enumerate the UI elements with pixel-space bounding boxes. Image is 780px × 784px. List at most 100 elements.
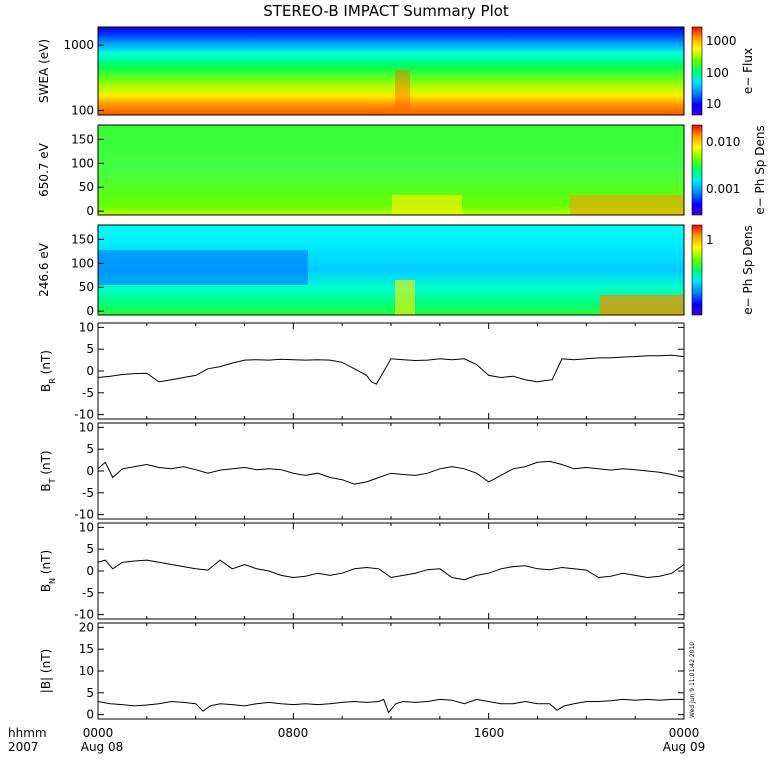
y-tick-label: 50 (79, 280, 94, 294)
y-tick-label: 0 (86, 304, 94, 318)
pad-246-ylabel: 246.6 eV (37, 242, 51, 297)
bmag-frame (97, 622, 685, 720)
swea-ylabel: SWEA (eV) (37, 39, 51, 103)
br-panel: 10 5 0 -5 -10 BR (nT) (39, 320, 685, 422)
bt-series-line (97, 460, 685, 485)
y-tick-label: 15 (79, 642, 94, 656)
pad-246-panel: 150 100 50 0 246.6 eV 1 e− Ph Sp Dens (37, 224, 755, 318)
y-tick-label: -5 (82, 586, 94, 600)
bmag-ylabel: |B| (nT) (39, 649, 53, 693)
swea-cbar-tick: 1000 (706, 34, 737, 48)
pad-650-ylabel: 650.7 eV (37, 142, 51, 197)
generation-stamp: Wed Jun 9 11:01:42 2010 (689, 642, 696, 718)
y-tick-label: 100 (71, 103, 94, 117)
br-frame (97, 322, 685, 420)
bmag-panel: 20 15 10 5 0 |B| (nT) (39, 620, 685, 722)
y-tick-label: 10 (79, 420, 94, 434)
swea-colorbar-label: e− Flux (741, 48, 755, 94)
y-tick-label: 0 (86, 464, 94, 478)
pad-650-colorbar (691, 124, 703, 216)
swea-panel: 1000 100 SWEA (eV) 1000 100 10 e− Flux (37, 26, 755, 117)
y-tick-label: 5 (86, 686, 94, 700)
y-tick-label: 0 (86, 564, 94, 578)
y-tick-label: 5 (86, 442, 94, 456)
bn-frame (97, 522, 685, 620)
pad-246-colorbar (691, 224, 703, 316)
bt-ylabel: BT (nT) (39, 450, 57, 491)
pad-246-colorbar-label: e− Ph Sp Dens (741, 225, 755, 314)
x-date-label: Aug 08 (81, 740, 124, 754)
y-tick-label: -10 (74, 608, 94, 622)
ylabel-unit: (nT) (39, 450, 53, 478)
swea-cbar-tick: 10 (706, 97, 721, 111)
ylabel-sub: N (48, 578, 57, 584)
pad-650-panel: 150 100 50 0 650.7 eV 0.010 0.001 e− Ph Sp … (37, 124, 767, 218)
br-ylabel: BR (nT) (39, 350, 57, 392)
y-tick-label: 10 (79, 664, 94, 678)
y-tick-label: 10 (79, 320, 94, 334)
swea-spectrogram (98, 27, 684, 115)
ylabel-main: B (39, 483, 53, 491)
y-tick-label: 150 (71, 132, 94, 146)
bn-panel: 10 5 0 -5 -10 BN (nT) (39, 520, 685, 622)
y-tick-label: 5 (86, 542, 94, 556)
pad-246-spectrogram (98, 225, 684, 315)
ylabel-unit: (nT) (39, 550, 53, 578)
pad-650-frame (97, 124, 685, 216)
ylabel-unit: (nT) (39, 649, 53, 677)
y-tick-label: 0 (86, 708, 94, 722)
y-tick-label: 50 (79, 180, 94, 194)
y-tick-label: 0 (86, 364, 94, 378)
bn-series-line (97, 559, 685, 581)
chart-title: STEREO-B IMPACT Summary Plot (263, 2, 509, 20)
pad-246-feature (98, 250, 308, 285)
swea-y-axis: 1000 100 (63, 38, 104, 117)
bt-frame (97, 422, 685, 520)
pad-246-cbar-tick: 1 (706, 233, 714, 247)
y-tick-label: 0 (86, 204, 94, 218)
pad-246-feature (395, 280, 415, 315)
y-tick-label: 5 (86, 342, 94, 356)
y-tick-label: 100 (71, 156, 94, 170)
y-tick-label: -5 (82, 386, 94, 400)
y-tick-label: 100 (71, 256, 94, 270)
ylabel-sub: T (48, 478, 57, 484)
pad-246-y-axis: 150 100 50 0 (71, 232, 104, 318)
pad-246-feature (600, 295, 684, 315)
ylabel-sub: R (48, 378, 57, 384)
swea-frame (97, 26, 685, 116)
bt-panel: 10 5 0 -5 -10 BT (nT) (39, 420, 685, 522)
x-tick-label: 0000 (669, 726, 700, 740)
x-tick-label: 1600 (474, 726, 505, 740)
y-tick-label: 20 (79, 620, 94, 634)
pad-246-frame (97, 224, 685, 316)
pad-650-cbar-tick: 0.010 (706, 135, 740, 149)
pad-650-colorbar-label: e− Ph Sp Dens (753, 125, 767, 214)
y-tick-label: 150 (71, 232, 94, 246)
x-axis: 0000 0800 1600 0000 Aug 08 Aug 09 hhmm 2… (8, 726, 705, 754)
br-series-line (97, 354, 685, 385)
y-tick-label: -10 (74, 508, 94, 522)
x-axis-label-year: 2007 (8, 740, 39, 754)
swea-colorbar (691, 26, 703, 116)
x-tick-label: 0000 (83, 726, 114, 740)
y-tick-label: 10 (79, 520, 94, 534)
pad-650-feature (392, 195, 462, 215)
bmag-series-line (97, 698, 684, 714)
bn-ylabel: BN (nT) (39, 550, 57, 592)
swea-cbar-tick: 100 (706, 66, 729, 80)
x-tick-label: 0800 (278, 726, 309, 740)
y-tick-label: -5 (82, 486, 94, 500)
pad-650-feature (570, 195, 684, 215)
ylabel-main: B (39, 584, 53, 592)
ylabel-unit: (nT) (39, 350, 53, 378)
pad-650-cbar-tick: 0.001 (706, 182, 740, 196)
swea-enhancement (395, 70, 410, 115)
y-tick-label: -10 (74, 408, 94, 422)
ylabel-main: B (39, 384, 53, 392)
x-date-label: Aug 09 (663, 740, 706, 754)
ylabel-main: |B| (39, 677, 53, 693)
